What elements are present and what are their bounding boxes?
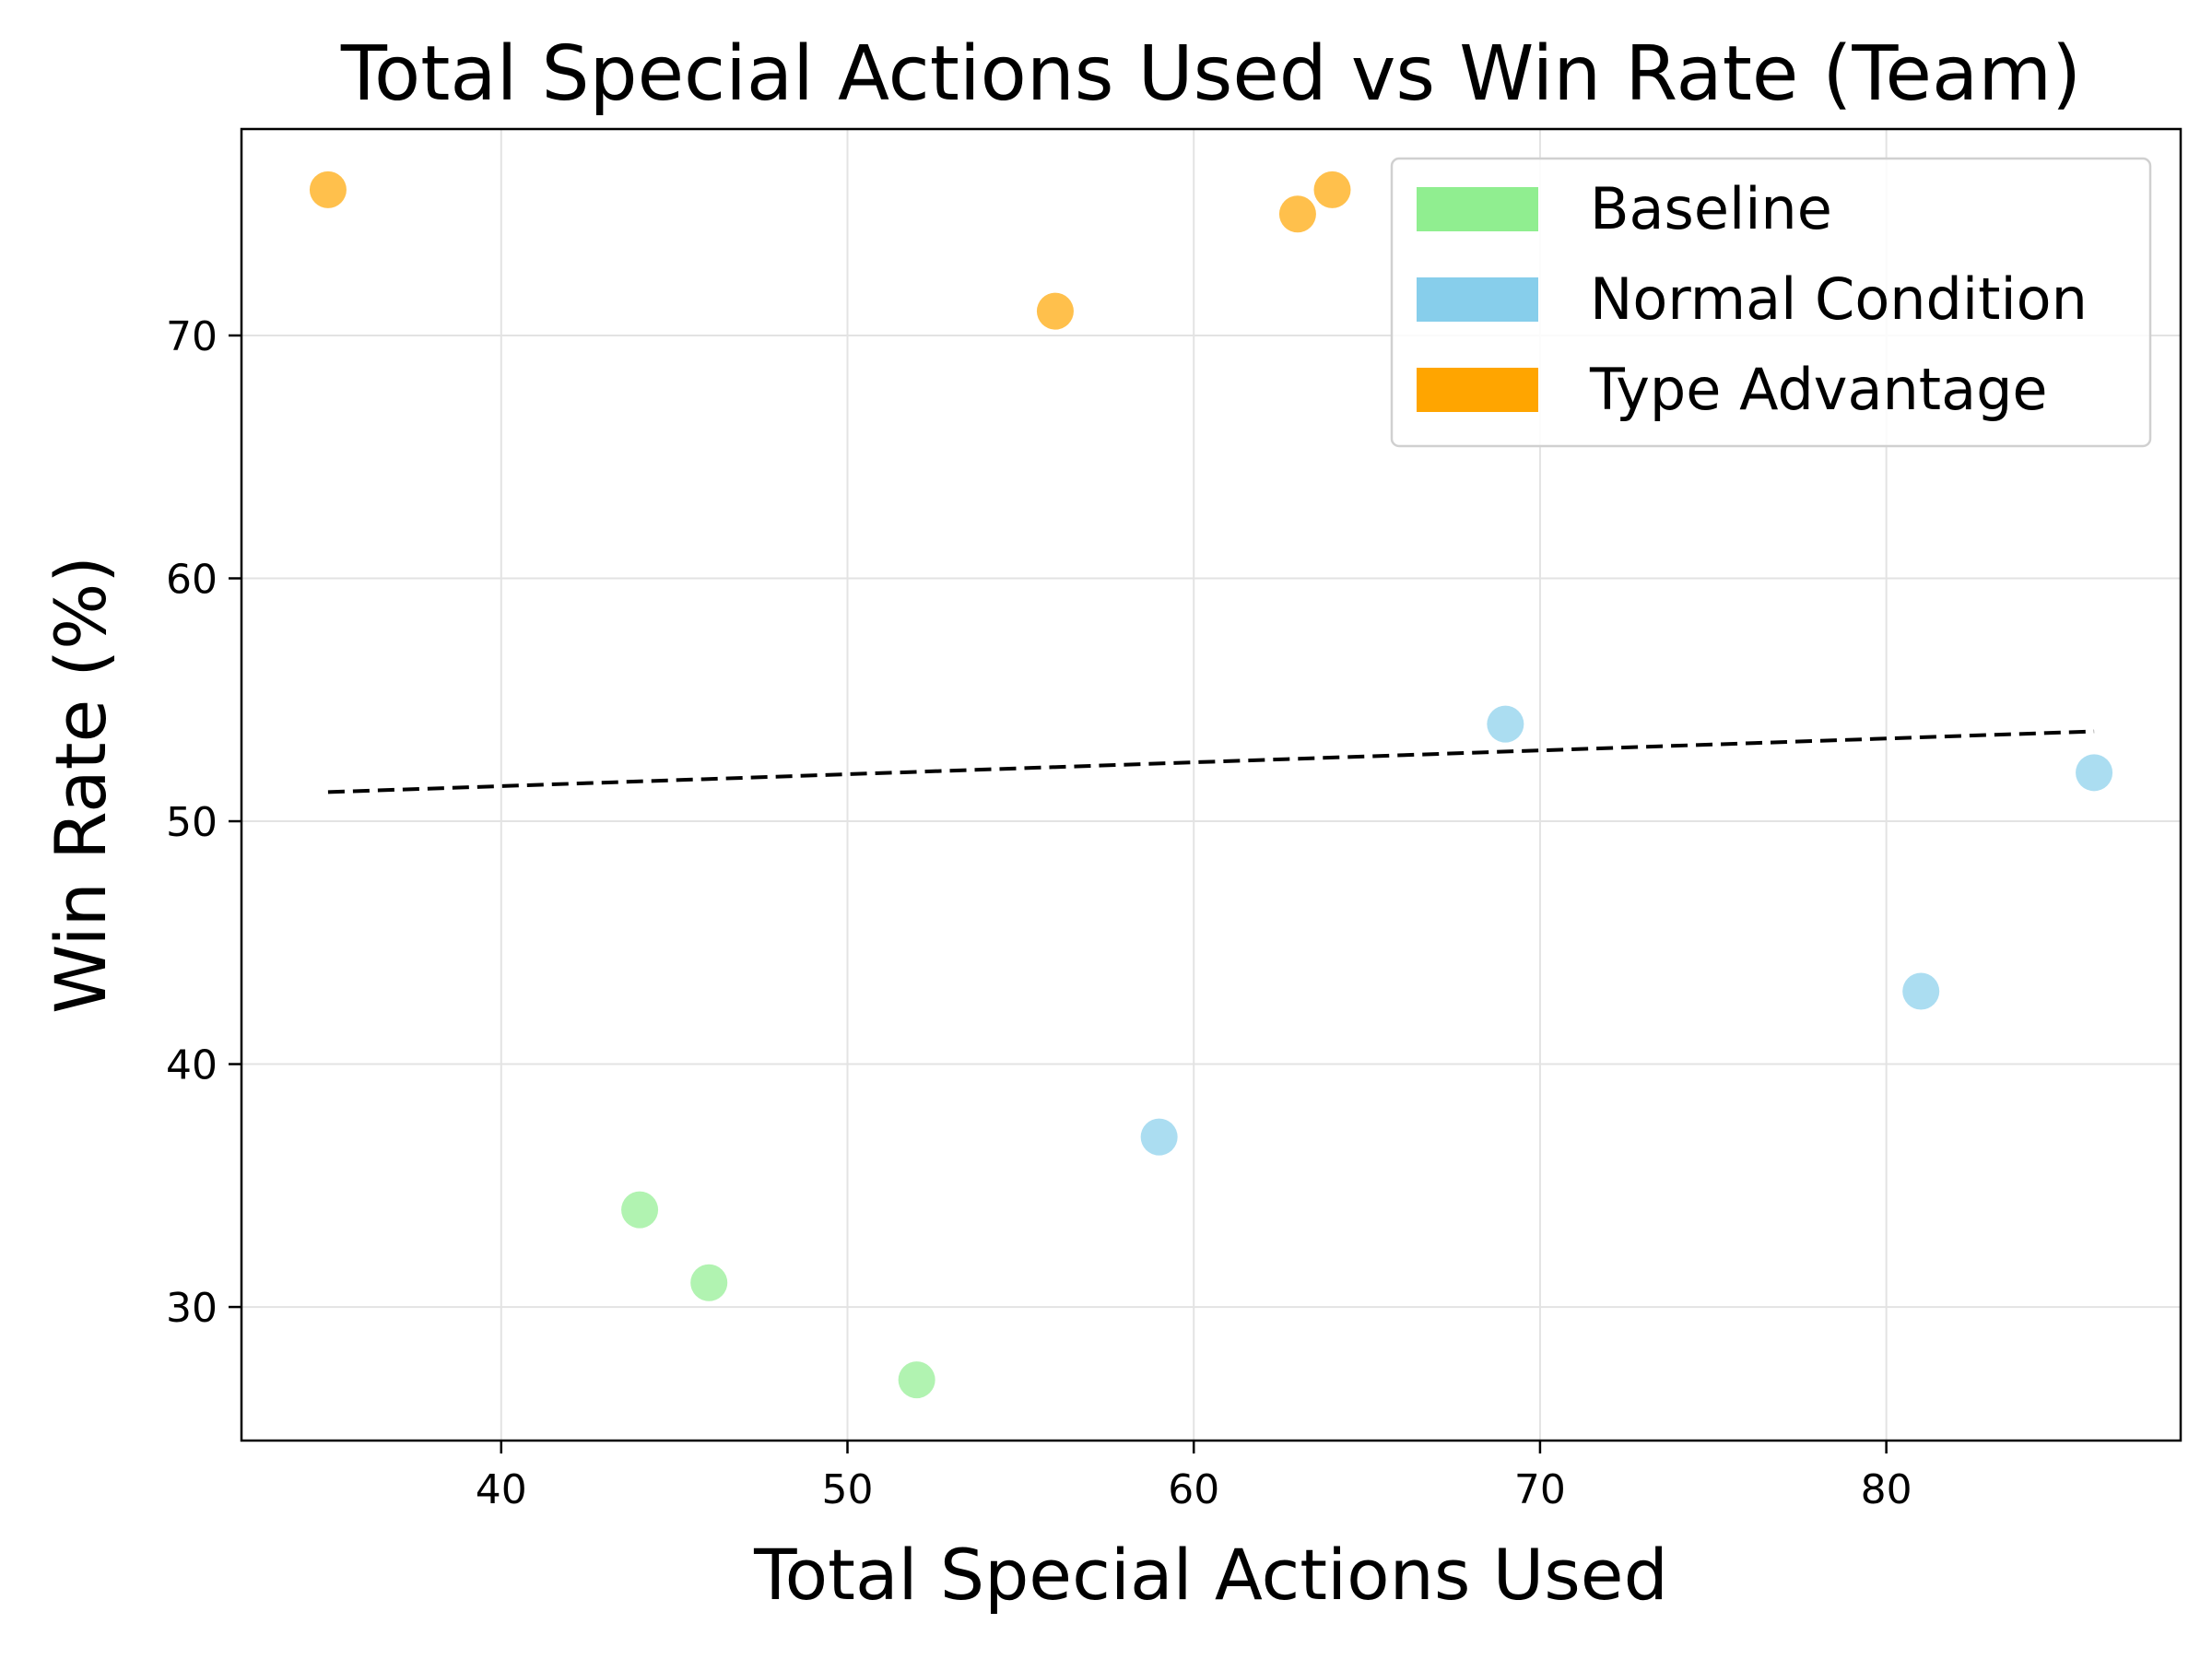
y-tick-label: 60 (166, 557, 218, 604)
y-axis-title: Win Rate (%) (40, 556, 122, 1014)
x-tick-label: 50 (822, 1466, 874, 1513)
chart-title: Total Special Actions Used vs Win Rate (… (340, 30, 2081, 118)
x-tick-label: 60 (1168, 1466, 1219, 1513)
data-point-type-advantage (1278, 195, 1316, 233)
legend-swatch (1417, 277, 1538, 322)
x-tick-label: 70 (1514, 1466, 1566, 1513)
x-axis-title: Total Special Actions Used (753, 1534, 1668, 1616)
trend-line (327, 729, 2095, 794)
plot-area-frame (240, 127, 2183, 1442)
data-points (309, 171, 2113, 1399)
legend-swatch (1417, 187, 1538, 231)
y-tick-label: 70 (166, 313, 218, 360)
data-point-baseline (621, 1191, 659, 1229)
legend-box (1390, 157, 2152, 448)
data-point-normal-condition (1487, 705, 1524, 743)
data-point-normal-condition (1902, 972, 1940, 1010)
y-tick-label: 30 (166, 1285, 218, 1332)
legend-swatch (1417, 368, 1538, 412)
legend-label: Normal Condition (1590, 265, 2088, 333)
data-point-type-advantage (309, 171, 347, 208)
x-tick-label: 80 (1861, 1466, 1912, 1513)
y-tick-label: 40 (166, 1042, 218, 1089)
data-point-type-advantage (1036, 292, 1074, 330)
data-point-baseline (898, 1361, 935, 1399)
data-point-baseline (690, 1264, 728, 1301)
data-point-normal-condition (2076, 754, 2113, 792)
data-point-type-advantage (1313, 171, 1351, 208)
data-point-normal-condition (1140, 1118, 1178, 1156)
legend: Baseline Normal Condition Type Advantage (1390, 157, 2152, 448)
legend-label: Type Advantage (1589, 356, 2048, 423)
legend-label: Baseline (1590, 175, 1832, 242)
trend-line-group (327, 729, 2095, 794)
axis-ticks: 40 50 60 70 80 30 40 50 60 70 (166, 313, 1912, 1513)
x-tick-label: 40 (476, 1466, 527, 1513)
y-tick-label: 50 (166, 799, 218, 846)
